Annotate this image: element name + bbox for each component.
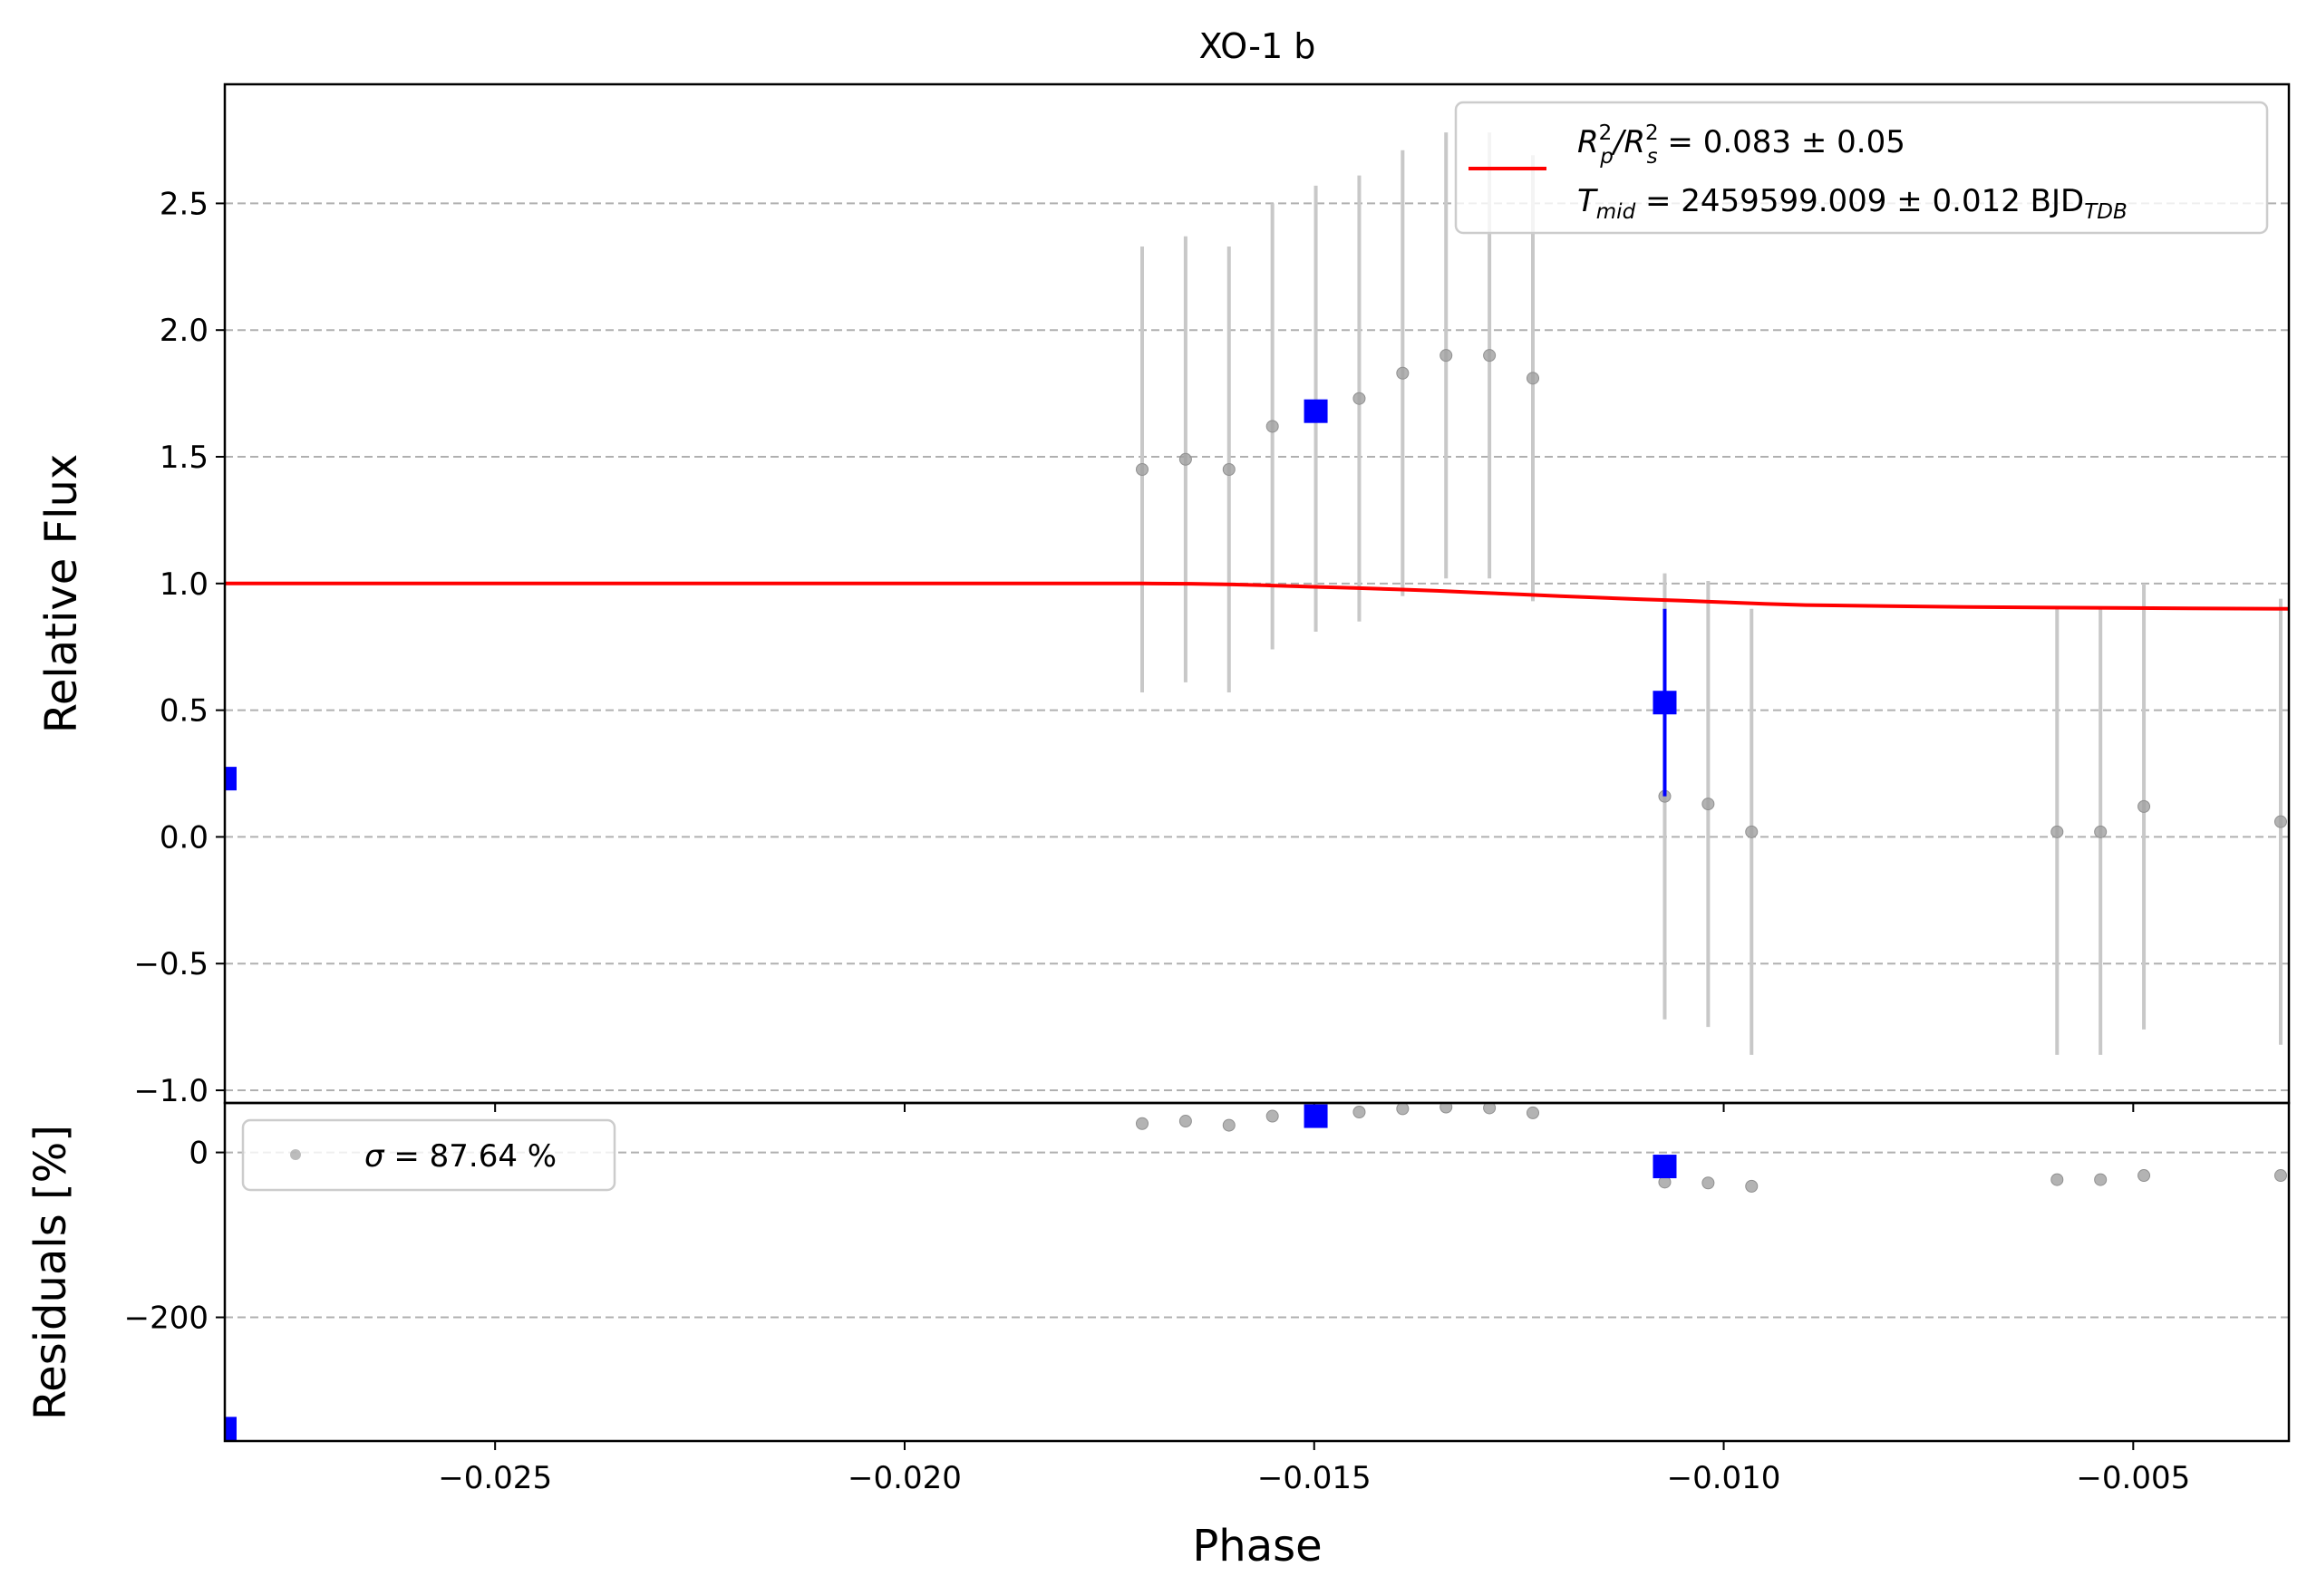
- raw-point: [1527, 1106, 1540, 1119]
- model-line: [225, 581, 2289, 611]
- y-tick-label: 0.5: [160, 693, 208, 730]
- raw-point: [1178, 452, 1192, 466]
- main-legend: R2 p/R2 s = 0.083 ± 0.05 Tmid = 2459599.00…: [1454, 101, 2269, 235]
- y-tick-label: 1.0: [160, 566, 208, 603]
- binned-point: [225, 1417, 237, 1441]
- raw-point: [1265, 1109, 1279, 1123]
- raw-point: [2094, 825, 2108, 838]
- legend-suffix: = 0.083 ± 0.05: [1658, 124, 1905, 160]
- raw-point: [1483, 1103, 1497, 1115]
- legend-sub: p: [1599, 145, 1614, 169]
- raw-point: [1396, 366, 1410, 380]
- residual-marks: [225, 1103, 2287, 1441]
- main-grid: [225, 202, 2289, 1092]
- plot-area: [225, 1103, 2287, 1441]
- main-legend-line-2: Tmid = 2459599.009 ± 0.012 BJDTDB: [1577, 183, 2128, 224]
- residual-legend: σ = 87.64 %: [241, 1118, 616, 1192]
- plot-area: [225, 132, 2289, 1055]
- legend-sup: 2: [1599, 121, 1613, 145]
- raw-point: [1222, 462, 1236, 476]
- raw-point: [1483, 349, 1497, 363]
- x-tick-label: −0.005: [2076, 1460, 2190, 1496]
- y-tick-label: 0: [189, 1136, 208, 1172]
- y-tick-label: −1.0: [133, 1073, 208, 1109]
- residual-legend-box: [241, 1118, 616, 1192]
- x-tick-label: −0.010: [1667, 1460, 1781, 1496]
- residual-panel: 0 −200 −0.025 −0.020 −0.015 −0.010 −0.005 Res…: [25, 1101, 2291, 1572]
- raw-point: [2050, 825, 2064, 838]
- chart-title: XO-1 b: [1199, 26, 1316, 66]
- y-tick-label: −200: [124, 1301, 208, 1337]
- legend-sub: mid: [1596, 200, 1636, 224]
- legend-sub: s: [1647, 145, 1658, 169]
- legend-sigma-value: = 87.64 %: [384, 1138, 557, 1175]
- residual-axes-frame: [223, 1101, 2291, 1443]
- y-tick-label: 0.0: [160, 819, 208, 856]
- raw-point: [2050, 1173, 2064, 1186]
- legend-sup: 2: [1645, 121, 1659, 145]
- raw-point: [1745, 1179, 1759, 1193]
- residual-y-axis-title: Residuals [%]: [25, 1125, 76, 1420]
- raw-point: [2094, 1173, 2108, 1186]
- binned-point: [1304, 1104, 1328, 1128]
- legend-suffix: = 2459599.009 ± 0.012 BJD: [1635, 183, 2084, 219]
- main-y-axis-title: Relative Flux: [36, 454, 87, 734]
- binned-point: [1304, 399, 1328, 423]
- raw-point: [1136, 1117, 1149, 1130]
- raw-point: [1136, 462, 1149, 476]
- raw-point: [2137, 1169, 2151, 1183]
- main-axes-frame: [223, 82, 2291, 1105]
- raw-point: [1178, 1115, 1192, 1128]
- main-legend-box: [1454, 101, 2269, 235]
- residual-y-ticks: 0 −200: [124, 1136, 225, 1337]
- residual-legend-text: σ = 87.64 %: [364, 1138, 557, 1175]
- raw-point: [1439, 1103, 1453, 1114]
- residual-x-ticks: −0.025 −0.020 −0.015 −0.010 −0.005: [438, 1441, 2190, 1496]
- y-tick-label: 1.5: [160, 440, 208, 476]
- x-tick-label: −0.025: [438, 1460, 552, 1496]
- raw-point: [1527, 372, 1540, 385]
- x-tick-label: −0.020: [848, 1460, 962, 1496]
- residual-legend-swatch: [290, 1149, 301, 1160]
- raw-point: [1701, 798, 1715, 811]
- x-tick-label: −0.015: [1257, 1460, 1372, 1496]
- legend-sigma: σ: [364, 1138, 385, 1175]
- raw-point: [2137, 799, 2151, 813]
- binned-point: [225, 767, 237, 791]
- y-tick-label: 2.5: [160, 186, 208, 222]
- x-axis-title: Phase: [1192, 1521, 1322, 1572]
- raw-point: [2273, 1169, 2287, 1183]
- raw-point: [1352, 392, 1366, 405]
- binned-point: [1653, 691, 1677, 715]
- raw-point: [1396, 1103, 1410, 1116]
- main-panel: XO-1 b −1.0 −0.5 0.0 0.5 1.0 1.5 2.0 2.5 Relati…: [36, 26, 2291, 1112]
- raw-point: [1222, 1118, 1236, 1132]
- raw-point: [2273, 815, 2287, 828]
- raw-point: [1265, 420, 1279, 433]
- main-y-ticks: −1.0 −0.5 0.0 0.5 1.0 1.5 2.0 2.5: [133, 186, 225, 1109]
- raw-point: [1352, 1106, 1366, 1119]
- legend-mid: /R: [1611, 124, 1645, 160]
- main-marks: [225, 132, 2289, 1055]
- y-tick-label: −0.5: [133, 946, 208, 982]
- legend-t-italic: T: [1577, 183, 1598, 219]
- legend-sub: TDB: [2084, 200, 2128, 224]
- binned-point: [1653, 1155, 1677, 1179]
- y-tick-label: 2.0: [160, 313, 208, 349]
- legend-r-italic: R: [1577, 124, 1599, 160]
- raw-point: [1701, 1176, 1715, 1190]
- raw-point: [1439, 349, 1453, 363]
- raw-point: [1745, 825, 1759, 838]
- main-legend-line-1: R2 p/R2 s = 0.083 ± 0.05: [1577, 121, 1905, 169]
